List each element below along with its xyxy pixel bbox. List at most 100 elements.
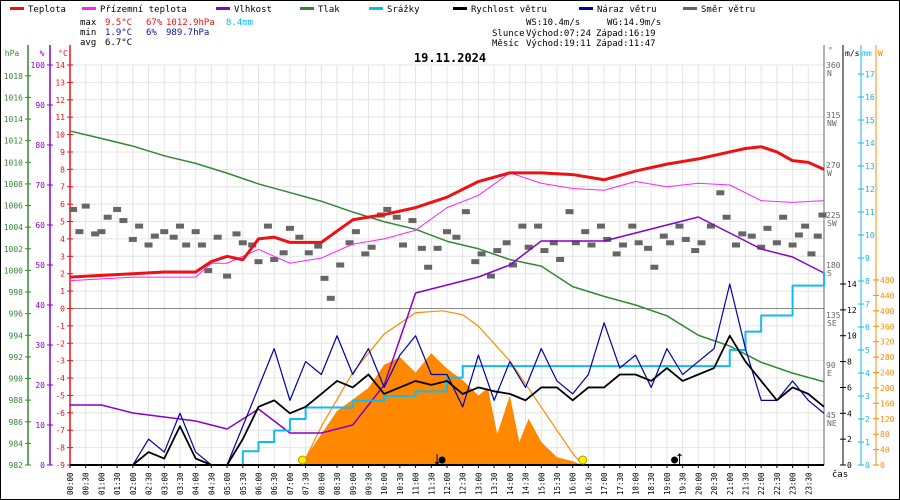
wind-direction-point <box>144 242 153 248</box>
dir-tick-label: 180 <box>826 261 841 270</box>
solar-tick-label: 120 <box>880 415 895 424</box>
stats-min-press: 989.7hPa <box>166 28 209 38</box>
temp-tick-label: -7 <box>55 426 65 435</box>
x-tick-label: 14:00 <box>506 472 515 495</box>
wind-direction-point <box>69 206 78 212</box>
press-tick-label: 984 <box>9 439 24 448</box>
temp-tick-label: -6 <box>55 409 65 418</box>
solar-tick-label: 160 <box>880 399 895 408</box>
wind-direction-point <box>175 223 184 229</box>
x-tick-label: 04:30 <box>207 472 216 495</box>
wind-direction-point <box>383 206 392 212</box>
wind-direction-point <box>571 240 580 246</box>
temp-tick-label: -9 <box>55 461 65 470</box>
wind-direction-point <box>706 223 715 229</box>
hum-tick-label: 100 <box>31 61 46 70</box>
stats-avg-label: avg <box>80 38 96 48</box>
x-tick-label: 22:30 <box>773 472 782 495</box>
press-tick-label: 990 <box>9 375 24 384</box>
temp-tick-label: 12 <box>55 96 65 105</box>
x-tick-label: 12:30 <box>459 472 468 495</box>
wind-direction-point <box>128 236 137 242</box>
press-tick-label: 1000 <box>4 266 23 275</box>
x-tick-label: 06:00 <box>255 472 264 495</box>
moonset-arrow-icon <box>434 454 440 465</box>
rain-tick-label: 3 <box>865 392 870 401</box>
hum-axis-label: % <box>40 49 45 58</box>
temp-tick-label: 7 <box>60 183 65 192</box>
wind-direction-point <box>763 225 772 231</box>
x-tick-label: 10:00 <box>380 472 389 495</box>
x-axis-ticks: 00:00 00:30 01:00 01:30 02:00 02:30 03:00 03:30… <box>66 465 813 495</box>
wind-gust-max: WG:14.9m/s <box>607 18 661 28</box>
temp-tick-label: -3 <box>55 357 65 366</box>
wind-direction-point <box>204 268 213 274</box>
wind-direction-point <box>232 231 241 237</box>
wind-direction-point <box>772 240 781 246</box>
wind-direction-point <box>345 240 354 246</box>
temp-tick-label: 4 <box>60 235 65 244</box>
x-tick-label: 06:30 <box>270 472 279 495</box>
wind-tick-label: 2 <box>847 435 852 444</box>
rain-tick-label: 7 <box>865 300 870 309</box>
temp-axis-label: °C <box>58 49 68 58</box>
wind-direction-point <box>659 233 668 239</box>
solar-tick-label: 40 <box>880 446 890 455</box>
rain-tick-label: 0 <box>865 461 870 470</box>
wind-tick-label: 12 <box>847 306 857 315</box>
x-tick-label: 07:30 <box>302 472 311 495</box>
rain-tick-label: 4 <box>865 369 870 378</box>
x-tick-label: 00:00 <box>66 472 75 495</box>
wind-direction-point <box>361 251 370 257</box>
x-tick-label: 21:00 <box>726 472 735 495</box>
temp-tick-label: 5 <box>60 218 65 227</box>
x-tick-label: 17:30 <box>616 472 625 495</box>
wind-tick-label: 6 <box>847 383 852 392</box>
dir-tick-label: 45 <box>826 411 836 420</box>
wind-tick-label: 14 <box>847 280 857 289</box>
wind-direction-point <box>738 231 747 237</box>
temp-tick-label: 14 <box>55 61 65 70</box>
wind-direction-point <box>169 234 178 240</box>
rain-tick-label: 9 <box>865 254 870 263</box>
stats-min-hum: 6% <box>146 28 157 38</box>
stats-block: max 9.5°C 67% 1012.9hPa 8.4mm min 1.9°C … <box>80 18 253 48</box>
wind-direction-point <box>150 233 159 239</box>
x-tick-label: 17:00 <box>600 472 609 495</box>
hum-tick-label: 50 <box>35 261 45 270</box>
rain-tick-label: 13 <box>865 162 875 171</box>
dir-tick-compass: W <box>827 169 832 178</box>
x-tick-label: 04:00 <box>192 472 201 495</box>
wind-direction-point <box>399 242 408 248</box>
x-tick-label: 16:30 <box>584 472 593 495</box>
solar-tick-label: 400 <box>880 307 895 316</box>
wind-direction-point <box>757 244 766 250</box>
legend-label: Vlhkost <box>234 5 272 15</box>
sun-label: Slunce <box>492 29 525 39</box>
x-tick-label: 03:00 <box>160 472 169 495</box>
x-tick-label: 03:30 <box>176 472 185 495</box>
x-axis-label: čas <box>832 469 848 480</box>
wind-direction-point <box>263 223 272 229</box>
rain-tick-label: 12 <box>865 185 875 194</box>
wind-direction-point <box>320 275 329 281</box>
press-tick-label: 1014 <box>4 115 23 124</box>
x-tick-label: 10:30 <box>396 472 405 495</box>
wind-direction-point <box>732 242 741 248</box>
wind-direction-point <box>534 223 543 229</box>
wind-direction-point <box>618 242 627 248</box>
wind-direction-point <box>794 232 803 238</box>
wind-direction-point <box>119 218 128 224</box>
wind-direction-point <box>502 240 511 246</box>
wind-direction-point <box>367 244 376 250</box>
x-tick-label: 01:30 <box>113 472 122 495</box>
solar-tick-label: 0 <box>880 461 885 470</box>
moonset-marker <box>438 456 446 464</box>
temp-tick-label: -4 <box>55 374 65 383</box>
wind-direction-point <box>254 259 263 265</box>
press-tick-label: 998 <box>9 288 24 297</box>
wind-tick-label: 4 <box>847 409 852 418</box>
sunset-time: Západ:16:19 <box>596 29 656 39</box>
wind-direction-point <box>443 229 451 235</box>
